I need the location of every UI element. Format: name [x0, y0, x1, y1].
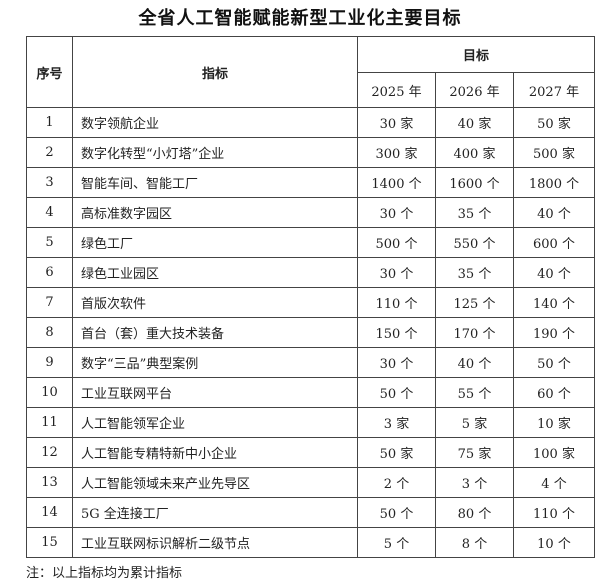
row-seq: 10: [27, 378, 73, 408]
row-2027: 1800 个: [514, 168, 595, 198]
row-seq: 6: [27, 258, 73, 288]
row-2025: 50 个: [358, 378, 436, 408]
row-indicator: 人工智能领域未来产业先导区: [73, 468, 358, 498]
row-2025: 3 家: [358, 408, 436, 438]
row-seq: 1: [27, 108, 73, 138]
row-2026: 55 个: [436, 378, 514, 408]
row-seq: 9: [27, 348, 73, 378]
row-seq: 7: [27, 288, 73, 318]
row-seq: 14: [27, 498, 73, 528]
row-2027: 60 个: [514, 378, 595, 408]
row-indicator: 首版次软件: [73, 288, 358, 318]
row-indicator: 数字“三品”典型案例: [73, 348, 358, 378]
row-2027: 600 个: [514, 228, 595, 258]
row-2026: 35 个: [436, 198, 514, 228]
table-row: 12人工智能专精特新中小企业50 家75 家100 家: [27, 438, 595, 468]
row-2025: 5 个: [358, 528, 436, 558]
row-2026: 125 个: [436, 288, 514, 318]
row-2025: 110 个: [358, 288, 436, 318]
row-2027: 40 个: [514, 198, 595, 228]
header-indicator: 指标: [73, 37, 358, 108]
row-seq: 5: [27, 228, 73, 258]
row-2025: 2 个: [358, 468, 436, 498]
row-2027: 100 家: [514, 438, 595, 468]
row-seq: 12: [27, 438, 73, 468]
row-indicator: 智能车间、智能工厂: [73, 168, 358, 198]
header-year-2025: 2025 年: [358, 73, 436, 108]
row-2026: 8 个: [436, 528, 514, 558]
row-seq: 13: [27, 468, 73, 498]
row-2025: 30 家: [358, 108, 436, 138]
row-indicator: 工业互联网平台: [73, 378, 358, 408]
row-2026: 75 家: [436, 438, 514, 468]
row-2027: 110 个: [514, 498, 595, 528]
row-2026: 35 个: [436, 258, 514, 288]
header-year-2026: 2026 年: [436, 73, 514, 108]
row-2026: 40 家: [436, 108, 514, 138]
row-seq: 2: [27, 138, 73, 168]
row-2025: 300 家: [358, 138, 436, 168]
row-2027: 50 家: [514, 108, 595, 138]
table-title: 全省人工智能赋能新型工业化主要目标: [0, 4, 600, 30]
row-2025: 30 个: [358, 198, 436, 228]
table-row: 13人工智能领域未来产业先导区2 个3 个4 个: [27, 468, 595, 498]
row-2027: 500 家: [514, 138, 595, 168]
row-indicator: 首台（套）重大技术装备: [73, 318, 358, 348]
table-row: 15工业互联网标识解析二级节点5 个8 个10 个: [27, 528, 595, 558]
row-seq: 8: [27, 318, 73, 348]
row-seq: 4: [27, 198, 73, 228]
row-2027: 50 个: [514, 348, 595, 378]
row-indicator: 绿色工业园区: [73, 258, 358, 288]
footnote: 注：以上指标均为累计指标: [26, 562, 182, 581]
row-indicator: 5G 全连接工厂: [73, 498, 358, 528]
header-year-2027: 2027 年: [514, 73, 595, 108]
row-2025: 50 家: [358, 438, 436, 468]
row-2025: 150 个: [358, 318, 436, 348]
row-seq: 11: [27, 408, 73, 438]
row-2026: 1600 个: [436, 168, 514, 198]
table-row: 10工业互联网平台50 个55 个60 个: [27, 378, 595, 408]
table-row: 4高标准数字园区30 个35 个40 个: [27, 198, 595, 228]
row-indicator: 绿色工厂: [73, 228, 358, 258]
row-2025: 30 个: [358, 258, 436, 288]
row-2027: 10 个: [514, 528, 595, 558]
row-indicator: 人工智能专精特新中小企业: [73, 438, 358, 468]
table-row: 2数字化转型“小灯塔”企业300 家400 家500 家: [27, 138, 595, 168]
row-2025: 1400 个: [358, 168, 436, 198]
row-2026: 170 个: [436, 318, 514, 348]
row-indicator: 数字领航企业: [73, 108, 358, 138]
header-seq: 序号: [27, 37, 73, 108]
table-row: 11人工智能领军企业3 家5 家10 家: [27, 408, 595, 438]
row-2025: 50 个: [358, 498, 436, 528]
row-2025: 500 个: [358, 228, 436, 258]
row-2027: 40 个: [514, 258, 595, 288]
row-indicator: 高标准数字园区: [73, 198, 358, 228]
row-indicator: 工业互联网标识解析二级节点: [73, 528, 358, 558]
table-row: 8首台（套）重大技术装备150 个170 个190 个: [27, 318, 595, 348]
row-2025: 30 个: [358, 348, 436, 378]
row-2027: 190 个: [514, 318, 595, 348]
table-row: 5绿色工厂500 个550 个600 个: [27, 228, 595, 258]
row-2026: 400 家: [436, 138, 514, 168]
row-2027: 4 个: [514, 468, 595, 498]
table-row: 6绿色工业园区30 个35 个40 个: [27, 258, 595, 288]
row-seq: 15: [27, 528, 73, 558]
table-row: 145G 全连接工厂50 个80 个110 个: [27, 498, 595, 528]
row-2026: 5 家: [436, 408, 514, 438]
table-row: 9数字“三品”典型案例30 个40 个50 个: [27, 348, 595, 378]
table-row: 3智能车间、智能工厂1400 个1600 个1800 个: [27, 168, 595, 198]
table-row: 1数字领航企业30 家40 家50 家: [27, 108, 595, 138]
header-target: 目标: [358, 37, 595, 73]
row-2026: 40 个: [436, 348, 514, 378]
row-2026: 80 个: [436, 498, 514, 528]
row-2026: 3 个: [436, 468, 514, 498]
table-row: 7首版次软件110 个125 个140 个: [27, 288, 595, 318]
row-2026: 550 个: [436, 228, 514, 258]
targets-table: 序号 指标 目标 2025 年 2026 年 2027 年 1数字领航企业30 …: [26, 36, 595, 558]
row-indicator: 数字化转型“小灯塔”企业: [73, 138, 358, 168]
row-2027: 10 家: [514, 408, 595, 438]
row-indicator: 人工智能领军企业: [73, 408, 358, 438]
row-2027: 140 个: [514, 288, 595, 318]
row-seq: 3: [27, 168, 73, 198]
